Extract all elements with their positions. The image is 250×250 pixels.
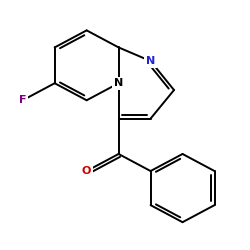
Text: N: N [114, 78, 123, 88]
Text: N: N [146, 56, 155, 66]
Text: F: F [19, 95, 26, 105]
Text: F: F [19, 95, 26, 105]
Text: O: O [82, 166, 91, 176]
Text: O: O [82, 166, 91, 176]
